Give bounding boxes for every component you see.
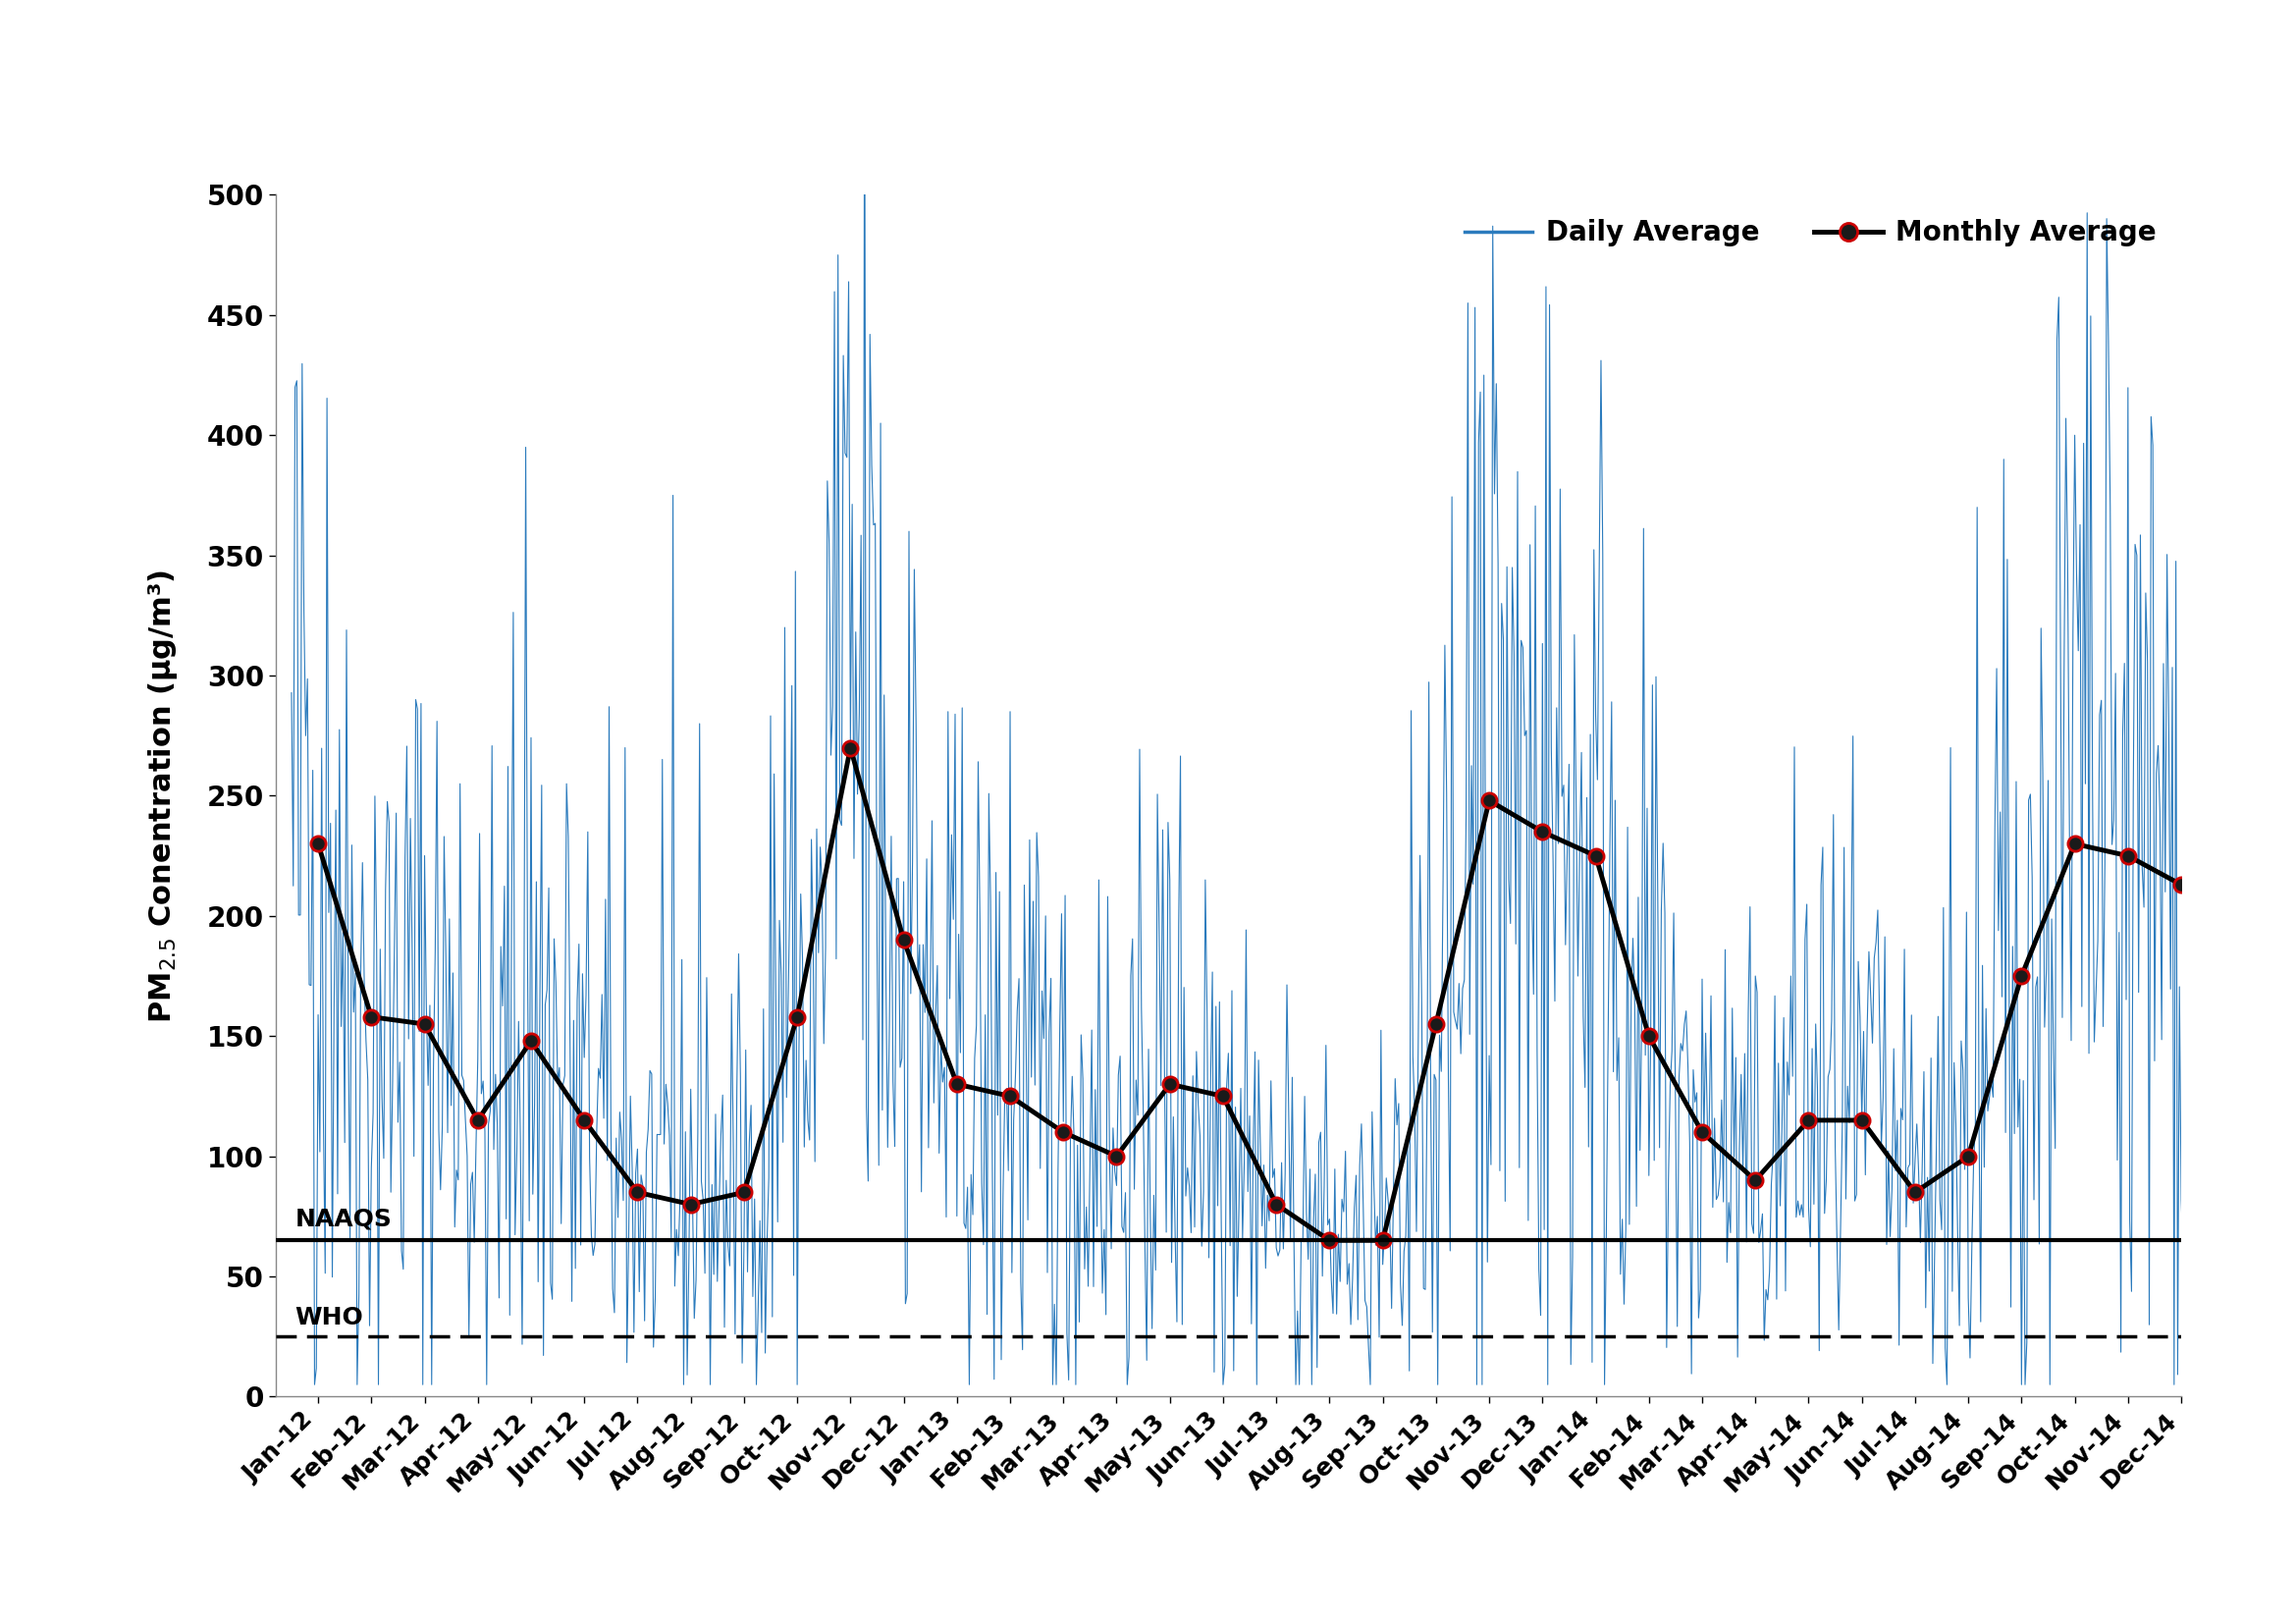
Point xyxy=(778,1004,815,1030)
Point xyxy=(673,1192,709,1218)
Point xyxy=(992,1083,1029,1109)
Point xyxy=(301,831,338,857)
Text: NAAQS: NAAQS xyxy=(296,1207,393,1231)
Point xyxy=(1097,1143,1134,1169)
Point xyxy=(565,1108,602,1134)
Point xyxy=(1738,1168,1775,1194)
Point xyxy=(886,927,923,953)
Point xyxy=(1949,1143,1986,1169)
Point xyxy=(512,1028,549,1054)
Point xyxy=(2057,831,2094,857)
Point xyxy=(1150,1072,1187,1098)
Text: WHO: WHO xyxy=(296,1306,363,1330)
Point xyxy=(459,1108,496,1134)
Point xyxy=(1364,1228,1401,1254)
Point xyxy=(1205,1083,1242,1109)
Point xyxy=(620,1179,657,1205)
Point xyxy=(1630,1023,1667,1049)
Point xyxy=(1417,1012,1453,1038)
Point xyxy=(1896,1179,1933,1205)
Point xyxy=(354,1004,390,1030)
Point xyxy=(1577,843,1614,869)
Point xyxy=(1311,1228,1348,1254)
Point xyxy=(726,1179,762,1205)
Point xyxy=(831,734,868,760)
Point xyxy=(939,1072,976,1098)
Point xyxy=(406,1012,443,1038)
Point xyxy=(1525,818,1561,844)
Point xyxy=(1472,788,1508,814)
Point xyxy=(2110,843,2147,869)
Point xyxy=(1258,1192,1295,1218)
Point xyxy=(1045,1119,1081,1145)
Point xyxy=(1791,1108,1828,1134)
Point xyxy=(1683,1119,1720,1145)
Legend: Daily Average, Monthly Average: Daily Average, Monthly Average xyxy=(1453,208,2167,258)
Point xyxy=(1844,1108,1880,1134)
Point xyxy=(2163,872,2200,898)
Point xyxy=(2002,963,2039,989)
Y-axis label: PM$_{2.5}$ Conentration (μg/m³): PM$_{2.5}$ Conentration (μg/m³) xyxy=(147,568,179,1023)
